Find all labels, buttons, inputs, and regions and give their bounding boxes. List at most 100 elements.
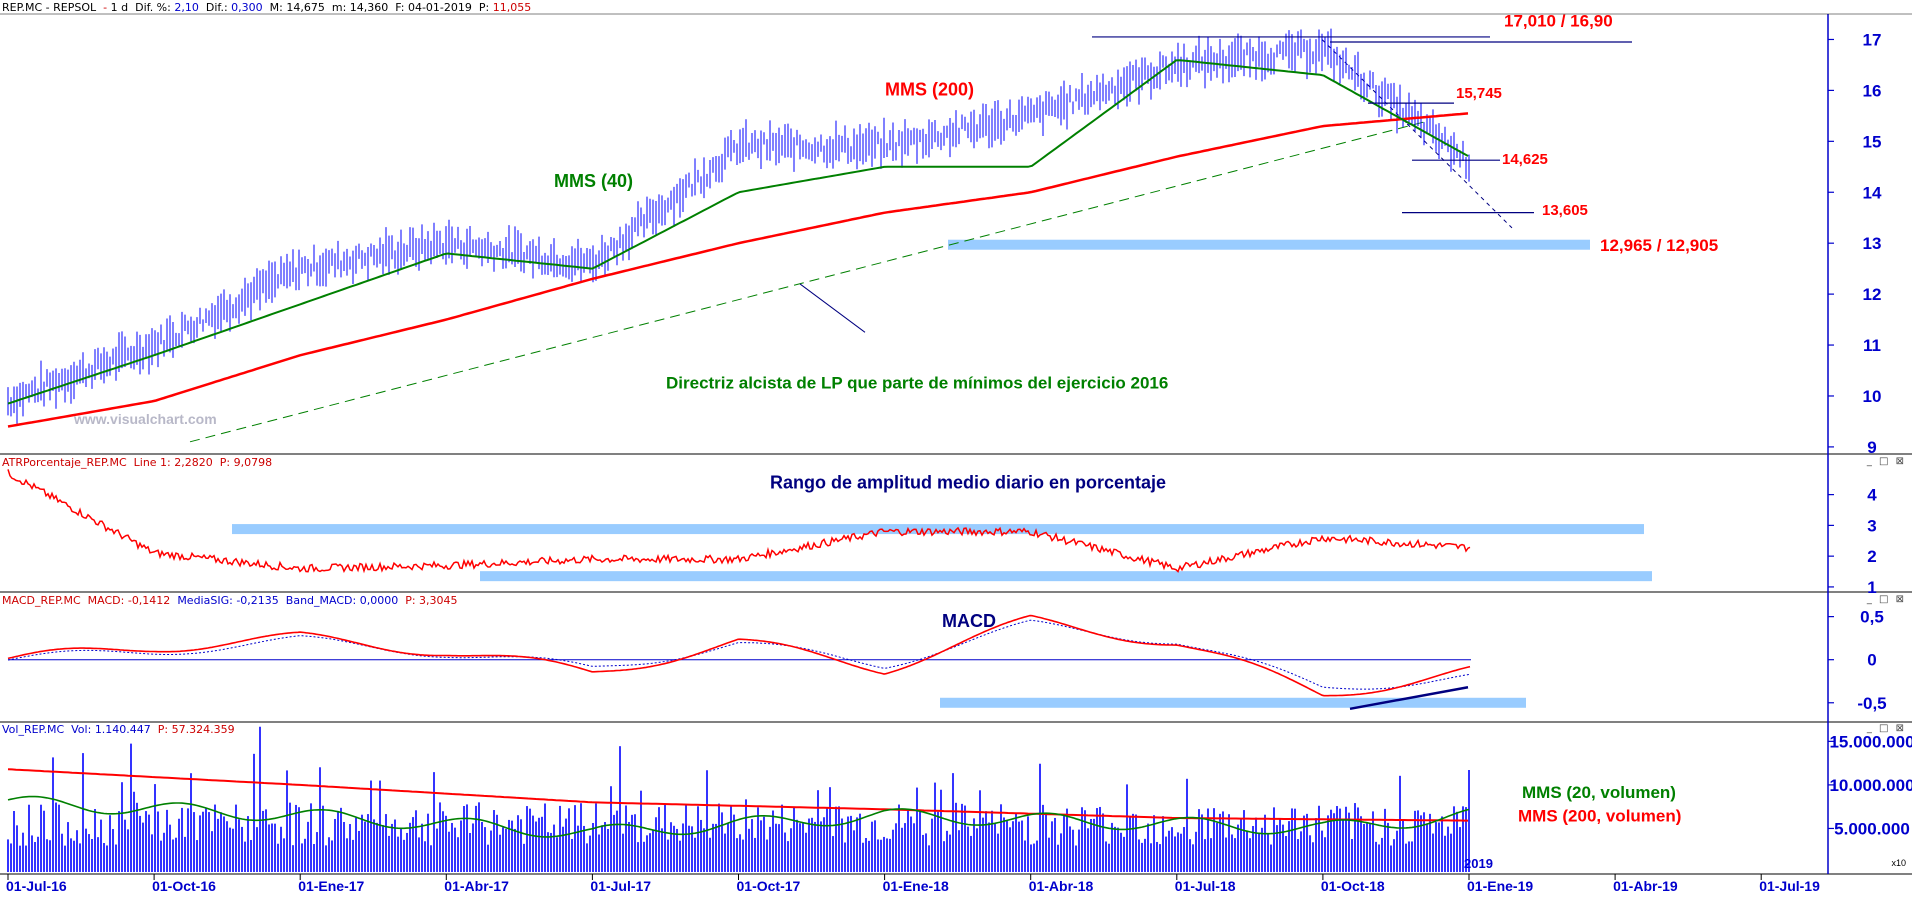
mms40-line bbox=[7, 59, 1469, 405]
sig-label: MediaSIG: bbox=[177, 594, 233, 607]
min-label: m: bbox=[331, 1, 347, 14]
vol-y-tick-label: 15.000.000 bbox=[1829, 732, 1912, 751]
atr-line bbox=[7, 469, 1471, 574]
atr-window-controls[interactable]: _ □ ⊠ bbox=[1866, 456, 1906, 467]
min-value: 14,360 bbox=[349, 1, 389, 14]
level-label-13605: 13,605 bbox=[1542, 202, 1588, 219]
vol-y-tick-label: 5.000.000 bbox=[1834, 819, 1910, 838]
atr-y-tick-label: 4 bbox=[1867, 486, 1877, 505]
vol-scale-note: x10 bbox=[1891, 858, 1906, 868]
price-y-tick-label: 12 bbox=[1863, 285, 1882, 304]
vol-y-tick-label: 10.000.000 bbox=[1829, 776, 1912, 795]
symbol-label: REP.MC - REPSOL bbox=[2, 1, 97, 14]
price-y-tick-label: 15 bbox=[1863, 132, 1882, 151]
x-tick-label: 01-Jul-19 bbox=[1759, 878, 1820, 892]
macd-panel-header: MACD_REP.MC MACD: -0,1412 MediaSIG: -0,2… bbox=[2, 594, 458, 607]
macd-y-tick-label: 0,5 bbox=[1860, 608, 1884, 627]
macd-signal-line bbox=[7, 619, 1471, 690]
price-y-tick-label: 16 bbox=[1863, 81, 1882, 100]
dif-pct-value: 2,10 bbox=[174, 1, 199, 14]
vol-mms200-line bbox=[7, 768, 1468, 822]
watermark-text: www.visualchart.com bbox=[73, 411, 217, 427]
vol-panel-header: Vol_REP.MC Vol: 1.140.447 P: 57.324.359 bbox=[2, 723, 235, 736]
atr-title: Rango de amplitud medio diario en porcen… bbox=[770, 472, 1166, 492]
vol-value: 1.140.447 bbox=[94, 723, 151, 736]
level-label-17010: 17,010 / 16,90 bbox=[1504, 12, 1613, 31]
max-value: 14,675 bbox=[286, 1, 325, 14]
vol-label: Vol: bbox=[71, 723, 92, 736]
price-y-tick-label: 11 bbox=[1863, 336, 1881, 355]
support-band bbox=[948, 239, 1590, 250]
price-y-tick-label: 10 bbox=[1863, 387, 1882, 406]
x-tick-label: 01-Abr-17 bbox=[444, 878, 509, 892]
atr-upper-band bbox=[232, 524, 1644, 535]
macd-p-label: P: bbox=[405, 594, 416, 607]
price-panel-header: REP.MC - REPSOL - 1 d Dif. %: 2,10 Dif.:… bbox=[2, 1, 532, 14]
date-label: F: bbox=[395, 1, 405, 14]
atr-panel-header: ATRPorcentaje_REP.MC Line 1: 2,2820 P: 9… bbox=[2, 456, 272, 469]
sig-value: -0,2135 bbox=[236, 594, 279, 607]
price-y-tick-label: 13 bbox=[1863, 234, 1882, 253]
x-tick-label: 01-Oct-18 bbox=[1321, 878, 1385, 892]
x-tick-label: 01-Ene-19 bbox=[1467, 878, 1533, 892]
dif-value: 0,300 bbox=[231, 1, 263, 14]
macd-divergence-line bbox=[1349, 686, 1469, 711]
vol-mms20-label: MMS (20, volumen) bbox=[1522, 783, 1676, 802]
date-value: 04-01-2019 bbox=[407, 1, 472, 14]
macd-value: -0,1412 bbox=[127, 594, 171, 607]
dif-pct-label: Dif. %: bbox=[135, 1, 171, 14]
macd-header-label: MACD_REP.MC bbox=[2, 594, 81, 607]
macd-label: MACD: bbox=[87, 594, 125, 607]
downtrend-line bbox=[1321, 39, 1513, 229]
level-label-15745: 15,745 bbox=[1456, 85, 1502, 102]
atr-y-tick-label: 3 bbox=[1867, 516, 1876, 535]
macd-y-tick-label: -0,5 bbox=[1857, 694, 1886, 713]
vol-mms20-line bbox=[7, 795, 1470, 838]
macd-window-controls[interactable]: _ □ ⊠ bbox=[1866, 594, 1906, 605]
x-extra-label: 2019 bbox=[1464, 856, 1493, 871]
atr-y-tick-label: 2 bbox=[1867, 547, 1876, 566]
atr-p-value: 9,0798 bbox=[233, 456, 273, 469]
macd-y-tick-label: 0 bbox=[1867, 651, 1876, 670]
trendline-label: Directriz alcista de LP que parte de mín… bbox=[666, 373, 1168, 392]
price-y-tick-label: 17 bbox=[1863, 30, 1882, 49]
vol-p-value: 57.324.359 bbox=[171, 723, 235, 736]
atr-line-value: 2,2820 bbox=[174, 456, 213, 469]
dif-label: Dif.: bbox=[205, 1, 228, 14]
x-tick-label: 01-Ene-18 bbox=[883, 878, 949, 892]
trendline-pointer bbox=[799, 283, 866, 333]
level-label-14625: 14,625 bbox=[1502, 151, 1548, 168]
band-value: 0,0000 bbox=[359, 594, 399, 607]
x-tick-label: 01-Abr-19 bbox=[1613, 878, 1678, 892]
atr-y-tick-label: 1 bbox=[1867, 578, 1876, 597]
macd-p-value: 3,3045 bbox=[419, 594, 458, 607]
x-tick-label: 01-Jul-18 bbox=[1175, 878, 1236, 892]
atr-lower-band bbox=[480, 571, 1652, 582]
x-tick-label: 01-Jul-16 bbox=[6, 878, 67, 892]
max-label: M: bbox=[269, 1, 283, 14]
mms200-label: MMS (200) bbox=[885, 79, 974, 99]
period-label: 1 d bbox=[110, 1, 129, 14]
x-tick-label: 01-Ene-17 bbox=[298, 878, 364, 892]
band-label: Band_MACD: bbox=[285, 594, 357, 607]
x-tick-label: 01-Oct-16 bbox=[152, 878, 216, 892]
vol-p-label: P: bbox=[157, 723, 169, 736]
price-y-tick-label: 9 bbox=[1867, 438, 1876, 457]
atr-p-label: P: bbox=[219, 456, 231, 469]
vol-window-controls[interactable]: _ □ ⊠ bbox=[1866, 723, 1906, 734]
vol-header-label: Vol_REP.MC bbox=[2, 723, 65, 736]
p-label: P: bbox=[478, 1, 490, 14]
mms40-label: MMS (40) bbox=[554, 171, 633, 191]
mms200-line bbox=[7, 112, 1469, 428]
macd-title: MACD bbox=[942, 611, 996, 631]
level-label-12965: 12,965 / 12,905 bbox=[1600, 236, 1718, 255]
vol-mms200-label: MMS (200, volumen) bbox=[1518, 806, 1681, 825]
trendline bbox=[189, 120, 1429, 443]
price-y-tick-label: 14 bbox=[1863, 183, 1882, 202]
atr-header-label: ATRPorcentaje_REP.MC bbox=[2, 456, 127, 469]
x-tick-label: 01-Jul-17 bbox=[590, 878, 651, 892]
x-tick-label: 01-Abr-18 bbox=[1029, 878, 1094, 892]
macd-band bbox=[940, 697, 1526, 708]
